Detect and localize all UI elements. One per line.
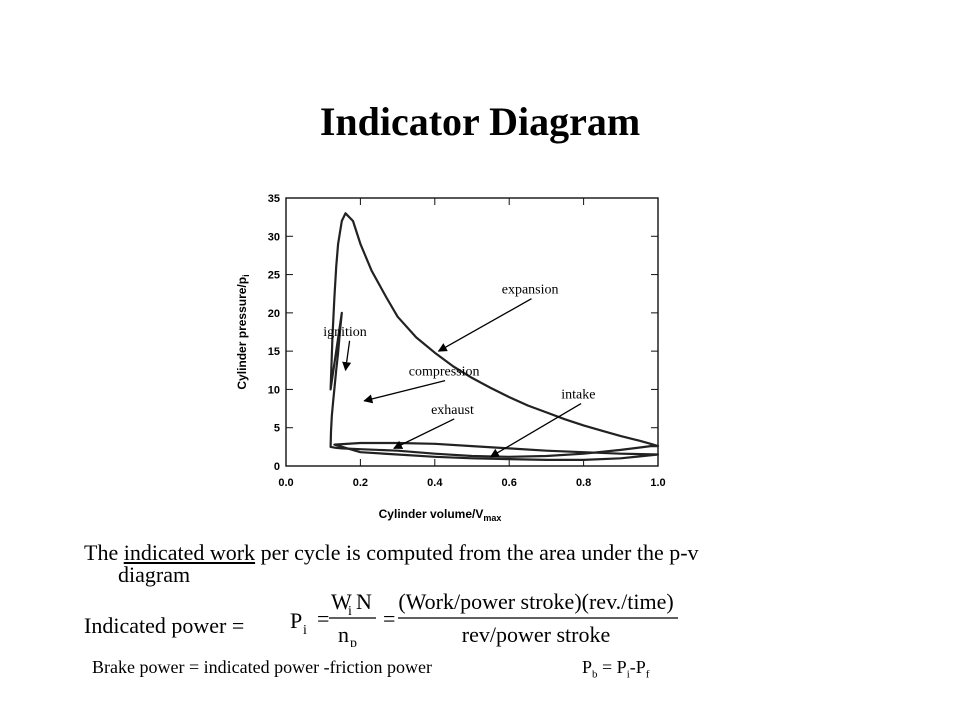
slide-title: Indicator Diagram — [319, 99, 641, 144]
annotation-expansion: expansion — [502, 283, 559, 298]
annotation-arrow-expansion — [437, 298, 532, 352]
pb-sub-b: b — [592, 668, 598, 681]
indicated-work-term: indicated work — [123, 540, 256, 565]
y-axis-label: Cylinder pressure/pi — [235, 274, 251, 389]
y-tick-label: 5 — [274, 423, 280, 435]
plot-frame — [285, 197, 659, 467]
text-part-3: per cycle is computed from the area unde… — [255, 540, 699, 565]
y-tick-label: 25 — [268, 270, 280, 282]
pv-loop-2 — [333, 441, 660, 461]
y-tick-label: 35 — [268, 193, 280, 205]
y-axis-label-sub: i — [241, 274, 251, 277]
x-tick-label: 0.0 — [278, 477, 293, 489]
annotation-ignition: ignition — [323, 325, 367, 340]
pb-eq: = P — [597, 657, 627, 677]
y-tick-label: 15 — [268, 346, 280, 358]
x-tick-label: 0.2 — [353, 477, 368, 489]
annotation-compression: compression — [409, 365, 480, 380]
y-axis-label-main: Cylinder pressure/p — [235, 277, 249, 390]
formula-eq-1: = — [317, 606, 329, 631]
y-tick-label: 0 — [274, 461, 280, 473]
formula-num-w: W — [331, 589, 352, 614]
annotation-arrow-compression — [363, 380, 446, 404]
formula-p-sub: i — [303, 623, 307, 638]
x-tick-label: 1.0 — [650, 477, 665, 489]
formula-p: P — [290, 608, 302, 633]
pv-loop-1 — [329, 212, 660, 458]
y-tick-label: 10 — [268, 384, 280, 396]
y-tick-label: 30 — [268, 231, 280, 243]
axis-ticks: 0.0 0.2 0.4 0.6 0.8 1.0 0 5 10 15 20 25 30 35 — [268, 193, 666, 489]
x-axis-label-sub: max — [483, 513, 501, 523]
indicated-work-text: The indicated work per cycle is computed… — [84, 542, 904, 586]
formula-num-n: N — [356, 589, 372, 614]
pb-sub-f: f — [645, 668, 650, 681]
brake-power-formula: Pb = Pi-Pf — [582, 657, 649, 681]
indicator-diagram-chart: 0.0 0.2 0.4 0.6 0.8 1.0 0 5 10 15 20 25 30 35 expansi… — [235, 193, 666, 523]
brake-power-text: Brake power = indicated power -friction … — [92, 657, 433, 677]
annotation-arrow-ignition — [342, 340, 352, 372]
text-line-2: diagram — [118, 562, 191, 587]
annotation-arrow-exhaust — [393, 418, 455, 449]
data-series — [329, 212, 660, 461]
pb-minus: -P — [629, 657, 646, 677]
pb-p: P — [582, 657, 593, 677]
formula-num-w-sub: i — [348, 604, 352, 619]
x-axis-label: Cylinder volume/Vmax — [379, 507, 502, 523]
indicated-power-label: Indicated power = — [84, 613, 245, 638]
annotation-intake: intake — [561, 388, 595, 403]
indicated-power-formula: P i = W i N n p = (Work/power stroke)(re… — [290, 589, 678, 647]
y-tick-label: 20 — [268, 308, 280, 320]
x-tick-label: 0.6 — [502, 477, 517, 489]
text-part-1: The — [84, 540, 124, 565]
formula-den-n-sub: p — [350, 636, 357, 647]
formula-rhs-den: rev/power stroke — [462, 622, 610, 647]
annotations: expansion ignition compression intake exhaus… — [323, 283, 595, 458]
formula-den-n: n — [338, 622, 349, 647]
pb-sub-i: i — [626, 668, 630, 681]
x-tick-label: 0.8 — [576, 477, 591, 489]
annotation-arrow-intake — [489, 403, 582, 458]
formula-rhs-num: (Work/power stroke)(rev./time) — [398, 589, 673, 614]
x-tick-label: 0.4 — [427, 477, 443, 489]
formula-eq-2: = — [383, 606, 395, 631]
x-axis-label-main: Cylinder volume/V — [379, 507, 484, 521]
annotation-exhaust: exhaust — [431, 403, 474, 418]
